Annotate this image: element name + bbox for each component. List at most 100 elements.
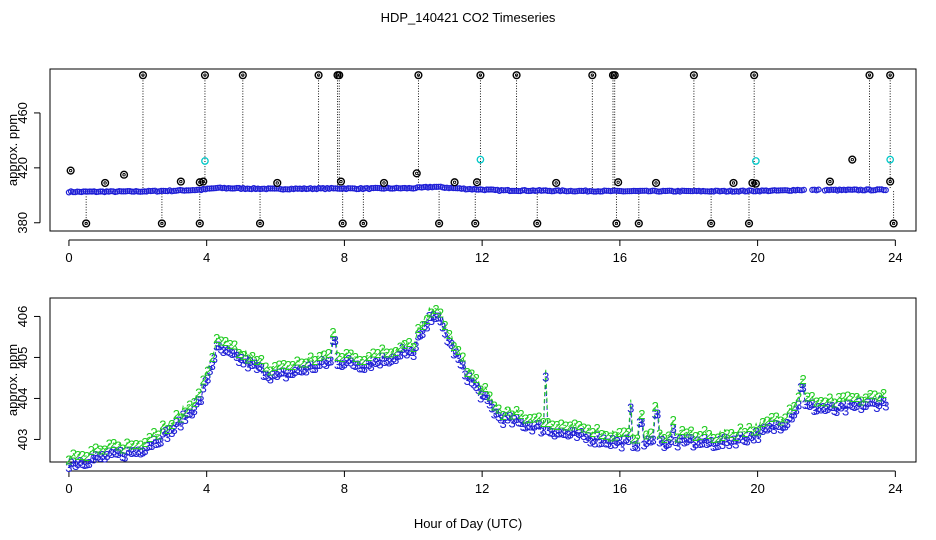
series-marker-3: 3 [784, 416, 791, 431]
series-marker-2: 2 [822, 394, 829, 409]
top-y-axis-label: approx. ppm [5, 114, 20, 186]
series-marker-2: 2 [244, 352, 251, 367]
data-point [107, 188, 115, 195]
bottom-x-tick-label: 20 [750, 481, 764, 496]
series-marker-3: 3 [632, 438, 639, 453]
data-point [515, 187, 522, 195]
series-marker-3: 3 [175, 414, 182, 429]
series-marker-3: 3 [833, 404, 840, 419]
series-marker-2: 2 [97, 442, 104, 457]
series-marker-3: 3 [864, 395, 871, 410]
series-marker-2: 2 [83, 449, 90, 464]
series-marker-2: 2 [643, 427, 650, 442]
series-marker-3: 3 [513, 411, 520, 426]
series-marker-3: 3 [408, 344, 415, 359]
series-marker-2: 2 [661, 431, 668, 446]
series-marker-3: 3 [166, 422, 173, 437]
data-point [483, 186, 490, 193]
series-marker-2: 2 [164, 422, 171, 437]
data-point [93, 188, 100, 196]
series-marker-3: 3 [345, 352, 352, 367]
series-marker-2: 2 [701, 423, 708, 438]
series-marker-3: 3 [524, 418, 531, 433]
data-point [76, 188, 83, 195]
series-marker-3: 3 [723, 434, 730, 449]
outlier-mid [195, 178, 204, 187]
series-marker-3: 3 [687, 431, 694, 446]
series-marker-2: 2 [826, 391, 833, 406]
series-marker-3: 3 [766, 420, 773, 435]
series-marker-2: 2 [428, 305, 435, 320]
series-marker-3: 3 [549, 425, 556, 440]
series-marker-3: 3 [79, 456, 86, 471]
data-point [828, 186, 835, 193]
series-marker-3: 3 [220, 344, 227, 359]
series-marker-3: 3 [269, 368, 276, 383]
series-marker-3: 3 [878, 393, 885, 408]
series-marker-3: 3 [553, 426, 560, 441]
series-marker-2: 2 [70, 447, 77, 462]
data-point [628, 188, 635, 195]
series-marker-3: 3 [840, 398, 847, 413]
outlier-low-core [637, 221, 641, 226]
data-point [214, 184, 222, 191]
series-marker-2: 2 [562, 418, 569, 433]
series-marker-3: 3 [168, 425, 175, 440]
series-marker-3: 3 [730, 433, 737, 448]
data-point [586, 188, 593, 195]
series-marker-3: 3 [247, 354, 254, 369]
data-point [760, 187, 768, 194]
series-marker-2: 2 [186, 398, 193, 413]
data-point [347, 185, 354, 192]
series-marker-3: 3 [558, 424, 565, 439]
data-point [681, 187, 688, 194]
data-point [660, 187, 667, 194]
series-marker-2: 2 [276, 358, 283, 373]
series-marker-3: 3 [106, 444, 113, 459]
series-marker-3: 3 [611, 436, 618, 451]
series-marker-3: 3 [587, 435, 594, 450]
series-marker-2: 2 [213, 331, 220, 346]
data-point [246, 185, 253, 192]
series-marker-2: 2 [316, 349, 323, 364]
series-marker-2: 2 [173, 407, 180, 422]
bottom-plot-frame [49, 297, 917, 463]
data-point [662, 187, 669, 195]
bottom-y-tick-label: 403 [15, 429, 30, 451]
series-marker-3: 3 [99, 448, 106, 463]
series-marker-3: 3 [332, 333, 339, 348]
series-marker-3: 3 [432, 310, 439, 325]
data-point [786, 187, 793, 194]
outlier-high [314, 71, 323, 80]
data-point [859, 187, 866, 194]
series-marker-3: 3 [262, 367, 269, 382]
data-point [374, 184, 381, 192]
series-marker-3: 3 [824, 401, 831, 416]
data-point [118, 188, 125, 195]
series-marker-3: 3 [135, 443, 142, 458]
series-marker-3: 3 [614, 434, 621, 449]
outlier-high [512, 71, 521, 80]
series-marker-3: 3 [390, 350, 397, 365]
outlier-mid-core [616, 180, 620, 184]
series-marker-3: 3 [473, 379, 480, 394]
series-marker-3: 3 [728, 434, 735, 449]
series-marker-3: 3 [782, 419, 789, 434]
outlier-high-core [478, 73, 483, 77]
bottom-y-tick-label: 406 [15, 306, 30, 328]
series-marker-3: 3 [179, 407, 186, 422]
data-point [233, 184, 240, 192]
series-marker-3: 3 [110, 444, 117, 459]
series-marker-3: 3 [159, 426, 166, 441]
series-marker-3: 3 [788, 410, 795, 425]
x-axis-label: Hour of Day (UTC) [414, 516, 522, 531]
data-point [729, 188, 736, 195]
data-point [513, 187, 520, 194]
series-marker-3: 3 [826, 398, 833, 413]
bottom-x-tick-label: 0 [65, 481, 72, 496]
outlier-low-core [84, 221, 88, 226]
series-marker-3: 3 [860, 398, 867, 413]
data-point [718, 187, 726, 195]
series-marker-2: 2 [392, 344, 399, 359]
